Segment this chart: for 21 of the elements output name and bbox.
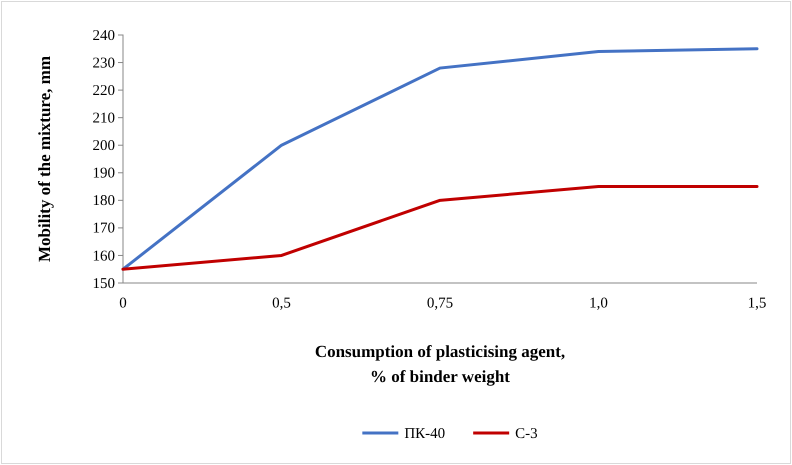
y-tick-label: 240: [92, 28, 115, 44]
y-tick-label: 150: [92, 276, 115, 292]
y-tick-label: 210: [92, 110, 115, 126]
y-tick-label: 220: [92, 82, 115, 99]
x-axis-title: Consumption of plasticising agent, % of binder weight: [314, 342, 566, 386]
y-tick-label: 200: [92, 138, 115, 154]
y-tick-label: 190: [92, 166, 115, 182]
x-tick-label: 1,5: [748, 296, 766, 312]
line-series: [122, 47, 758, 271]
y-tick-label: 160: [92, 248, 115, 264]
y-tick-label: 170: [92, 220, 115, 237]
x-tick-label: 0,75: [426, 296, 454, 312]
y-tick-label: 230: [92, 55, 115, 72]
legend-label: ПК-40: [404, 426, 446, 442]
x-tick-label: 1,0: [589, 296, 608, 312]
x-tick-label: 0,5: [272, 296, 291, 312]
y-axis-title: Mobility of the mixture, mm: [35, 56, 54, 262]
legend-label: С-3: [515, 426, 538, 442]
x-tick-label: 0: [119, 296, 127, 312]
y-tick-label: 180: [92, 193, 115, 210]
line-series: [122, 185, 758, 271]
